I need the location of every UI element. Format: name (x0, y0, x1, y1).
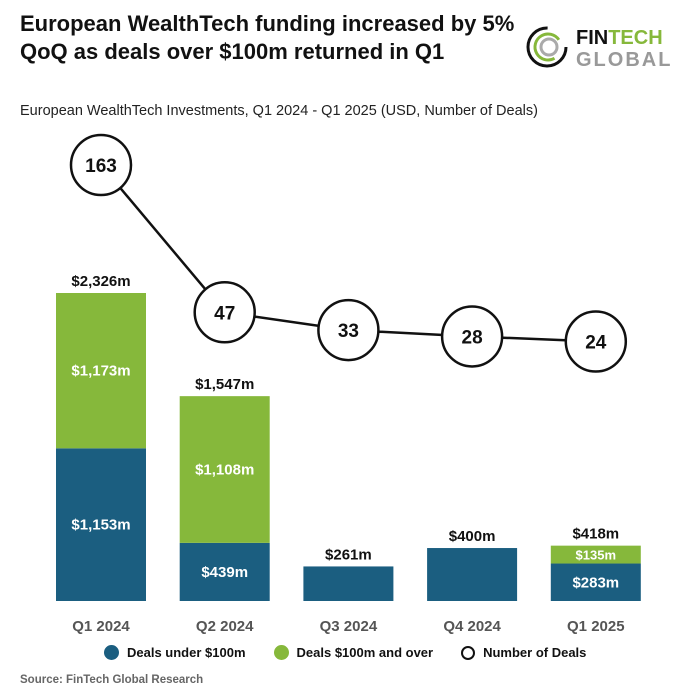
x-tick-label: Q1 2025 (567, 618, 625, 635)
deal-count-marker (440, 305, 504, 368)
x-tick-label: Q4 2024 (443, 618, 501, 635)
x-tick-label: Q1 2024 (72, 618, 130, 635)
total-label: $418m (572, 526, 619, 543)
deal-count-label: 163 (85, 156, 117, 177)
bar-segment (427, 548, 518, 601)
legend-label: Deals $100m and over (296, 645, 434, 660)
legend-item-deals: Number of Deals (461, 645, 586, 660)
bar-segment (179, 542, 270, 601)
svg-text:GLOBAL: GLOBAL (576, 49, 672, 71)
segment-label: $1,173m (71, 363, 130, 380)
legend-swatch-green (273, 645, 289, 660)
total-label: $400m (449, 528, 496, 545)
source-note: Source: FinTech Global Research (20, 674, 204, 686)
bar-segment (56, 448, 146, 601)
deal-count-marker (69, 133, 133, 197)
deal-count-marker (193, 281, 256, 344)
segment-label: $283m (572, 574, 619, 591)
svg-text:FINTECH: FINTECH (576, 27, 663, 49)
bar-segment (550, 563, 641, 601)
legend-swatch-circle (461, 645, 476, 660)
total-label: $2,326m (71, 273, 130, 290)
legend-label: Number of Deals (483, 645, 587, 660)
bar-segment (303, 566, 394, 601)
bar-segment (56, 293, 146, 449)
legend-swatch-blue (104, 645, 119, 660)
chart-subtitle: European WealthTech Investments, Q1 2024… (20, 103, 538, 119)
page-title: European WealthTech funding increased by… (20, 11, 515, 64)
segment-label: $1,153m (71, 517, 130, 534)
bar-segment (550, 545, 641, 564)
deal-count-marker (317, 298, 380, 362)
total-label: $261m (325, 546, 372, 563)
segment-label: $135m (576, 548, 616, 563)
deal-count-label: 28 (462, 327, 483, 348)
legend: Deals under $100m Deals $100m and over N… (104, 645, 586, 660)
segment-label: $1,108m (195, 462, 254, 479)
bar-segment (179, 396, 270, 543)
segment-label: $439m (201, 564, 248, 581)
legend-item-over-100m: Deals $100m and over (273, 645, 434, 660)
deal-count-label: 33 (338, 321, 359, 342)
deal-count-label: 24 (585, 333, 607, 354)
fintech-global-logo: FINTECH GLOBAL (526, 22, 686, 72)
x-tick-label: Q2 2024 (196, 618, 254, 635)
deal-count-marker (564, 310, 628, 373)
x-tick-label: Q3 2024 (320, 618, 378, 635)
legend-item-under-100m: Deals under $100m (104, 645, 246, 660)
deal-count-label: 47 (214, 303, 235, 324)
total-label: $1,547m (195, 376, 254, 393)
legend-label: Deals under $100m (127, 645, 246, 660)
